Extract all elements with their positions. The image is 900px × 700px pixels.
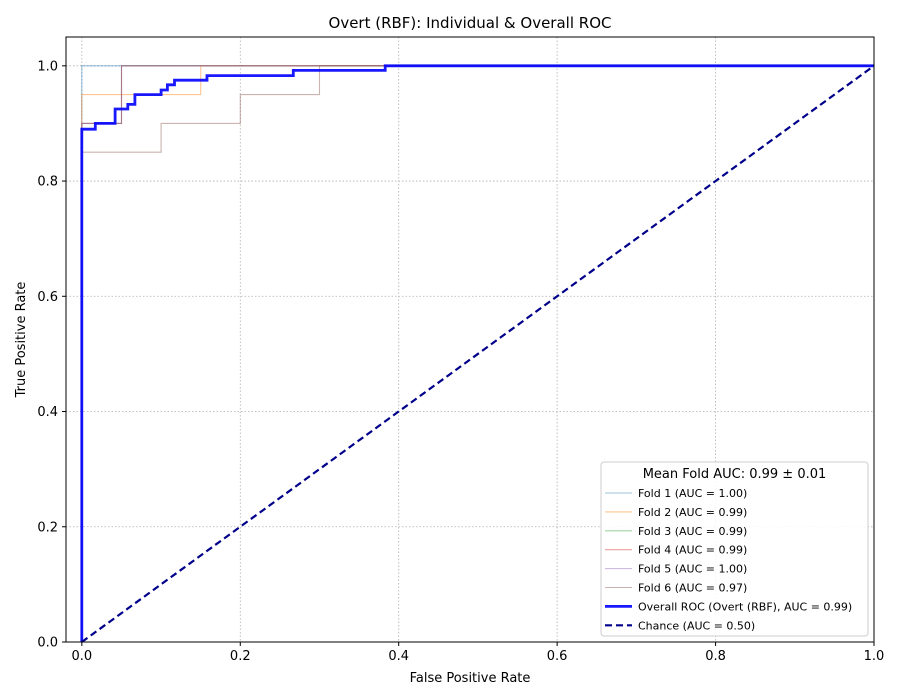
legend-label: Fold 5 (AUC = 1.00) [638, 563, 747, 576]
plot-frame [65, 36, 875, 643]
x-tick-label: 0.4 [388, 649, 409, 664]
chart-title: Overt (RBF): Individual & Overall ROC [329, 14, 612, 32]
series-layer [80, 64, 875, 643]
y-tick-label: 0.6 [37, 290, 58, 305]
x-tick-label: 0.0 [71, 649, 92, 664]
legend-box [600, 461, 869, 637]
x-axis-title: False Positive Rate [410, 671, 531, 686]
legend: Mean Fold AUC: 0.99 ± 0.01 Fold 1 (AUC =… [600, 461, 869, 637]
legend-label: Fold 2 (AUC = 0.99) [638, 506, 747, 519]
x-tick-label: 0.2 [230, 649, 251, 664]
legend-label: Overall ROC (Overt (RBF), AUC = 0.99) [638, 600, 852, 613]
x-tick-label: 0.8 [705, 649, 726, 664]
legend-label: Fold 4 (AUC = 0.99) [638, 544, 747, 557]
legend-items: Fold 1 (AUC = 1.00) Fold 2 (AUC = 0.99) Fo… [605, 487, 852, 632]
y-axis-title: True Positive Rate [14, 282, 29, 399]
y-tick-label: 0.4 [37, 405, 58, 420]
series-line-6 [81, 65, 874, 642]
legend-title: Mean Fold AUC: 0.99 ± 0.01 [643, 467, 827, 482]
x-tick-label: 0.6 [547, 649, 568, 664]
legend-label: Fold 1 (AUC = 1.00) [638, 487, 747, 500]
legend-label: Chance (AUC = 0.50) [638, 619, 755, 632]
y-tick-label: 0.2 [37, 520, 58, 535]
y-tick-label: 1.0 [37, 59, 58, 74]
series-line-7 [80, 64, 874, 642]
series-line-8 [81, 64, 875, 643]
y-tick-label: 0.8 [37, 175, 58, 190]
x-tick-label: 1.0 [864, 649, 885, 664]
legend-label: Fold 6 (AUC = 0.97) [638, 582, 747, 595]
axis-ticks: 0.0 0.2 0.4 0.6 0.8 1.0 0.0 0.2 0.4 0.6 0.8 1.0 [37, 59, 884, 664]
legend-label: Fold 3 (AUC = 0.99) [638, 525, 747, 538]
y-tick-label: 0.0 [37, 636, 58, 651]
